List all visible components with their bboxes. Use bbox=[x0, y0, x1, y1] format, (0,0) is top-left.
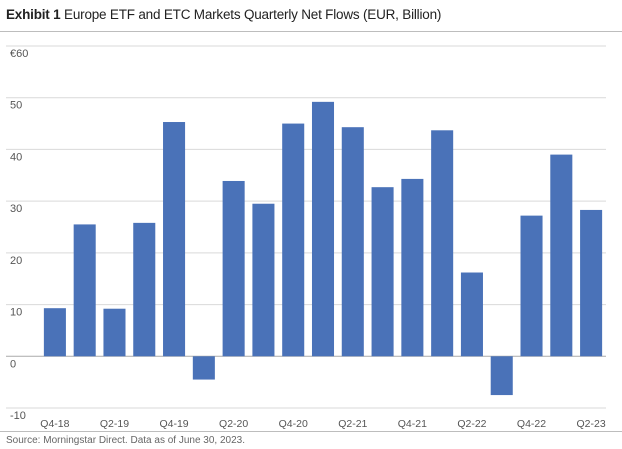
title-text: Europe ETF and ETC Markets Quarterly Net… bbox=[64, 7, 442, 22]
bottom-rule bbox=[0, 431, 622, 432]
x-tick-label: Q4-22 bbox=[517, 418, 546, 430]
top-rule bbox=[0, 31, 622, 32]
x-tick-label: Q2-19 bbox=[100, 418, 129, 430]
y-tick-label: 40 bbox=[10, 151, 22, 163]
y-tick-label: -10 bbox=[10, 410, 26, 422]
bar bbox=[341, 127, 364, 357]
bar bbox=[311, 101, 335, 357]
bar bbox=[460, 272, 483, 357]
bar bbox=[103, 308, 126, 357]
y-axis: €60 50 40 30 20 10 0 -10 bbox=[10, 48, 28, 422]
y-tick-label: 10 bbox=[10, 307, 22, 319]
bar bbox=[282, 123, 305, 357]
x-axis: Q4-18 Q2-19 Q4-19 Q2-20 Q4-20 Q2-21 Q4-21 Q2-22… bbox=[40, 418, 606, 430]
bar bbox=[133, 222, 156, 357]
exhibit-label: Exhibit 1 bbox=[6, 7, 61, 22]
x-tick-label: Q2-20 bbox=[219, 418, 248, 430]
x-tick-label: Q4-20 bbox=[279, 418, 308, 430]
grid-layer bbox=[6, 45, 606, 409]
x-tick-label: Q4-18 bbox=[40, 418, 69, 430]
bar bbox=[43, 308, 66, 357]
x-tick-label: Q2-22 bbox=[457, 418, 486, 430]
source-note: Source: Morningstar Direct. Data as of J… bbox=[6, 435, 246, 446]
y-tick-label: 20 bbox=[10, 255, 22, 267]
bars bbox=[43, 101, 603, 396]
y-tick-label: 50 bbox=[10, 100, 22, 112]
bar bbox=[252, 203, 275, 357]
bar bbox=[580, 209, 603, 357]
y-tick-label: 30 bbox=[10, 203, 22, 215]
bar bbox=[222, 180, 245, 357]
bar bbox=[490, 356, 513, 396]
x-tick-label: Q4-21 bbox=[398, 418, 427, 430]
chart-title: Exhibit 1 Europe ETF and ETC Markets Qua… bbox=[6, 7, 441, 22]
bar bbox=[371, 187, 394, 357]
x-tick-label: Q2-23 bbox=[577, 418, 606, 430]
bar bbox=[401, 178, 424, 357]
bar bbox=[163, 122, 186, 357]
x-tick-label: Q4-19 bbox=[159, 418, 188, 430]
bar bbox=[192, 356, 215, 380]
bar bbox=[520, 215, 543, 357]
bar bbox=[73, 224, 96, 357]
y-tick-label: €60 bbox=[10, 48, 28, 60]
x-tick-label: Q2-21 bbox=[338, 418, 367, 430]
y-tick-label: 0 bbox=[10, 358, 16, 370]
bar bbox=[550, 154, 573, 357]
bar bbox=[431, 130, 454, 357]
